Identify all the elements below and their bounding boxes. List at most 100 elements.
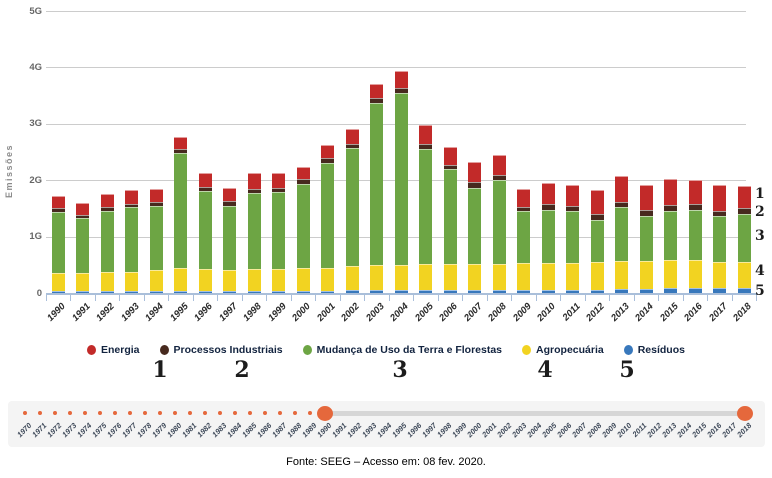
bar-segment-2000[interactable]: [296, 268, 310, 291]
timeline-dot-1971[interactable]: [38, 411, 42, 415]
timeline-dot-1982[interactable]: [203, 411, 207, 415]
bar-2009[interactable]: [517, 189, 530, 293]
bar-1995[interactable]: [174, 136, 187, 293]
slider-handle-start[interactable]: [317, 405, 333, 421]
timeline-dot-1983[interactable]: [218, 411, 222, 415]
bar-2010[interactable]: [541, 183, 555, 293]
bar-segment-2018[interactable]: [737, 208, 751, 214]
timeline-dot-1977[interactable]: [128, 411, 132, 415]
bar-2011[interactable]: [566, 184, 579, 293]
bar-segment-2001[interactable]: [321, 158, 334, 163]
bar-segment-2003[interactable]: [370, 83, 383, 99]
bar-2008[interactable]: [492, 154, 506, 293]
bar-segment-2011[interactable]: [566, 184, 579, 206]
bar-2007[interactable]: [468, 162, 481, 293]
bar-segment-1995[interactable]: [174, 268, 187, 291]
bar-segment-2011[interactable]: [566, 211, 579, 263]
timeline-dot-1980[interactable]: [173, 411, 177, 415]
bar-segment-2017[interactable]: [713, 216, 726, 262]
bar-segment-2014[interactable]: [639, 289, 653, 293]
timeline-dot-1984[interactable]: [233, 411, 237, 415]
bar-segment-2000[interactable]: [296, 166, 310, 180]
timeline-dot-1978[interactable]: [143, 411, 147, 415]
bar-segment-1995[interactable]: [174, 290, 187, 293]
bar-segment-1995[interactable]: [174, 149, 187, 154]
timeline-dot-1970[interactable]: [23, 411, 27, 415]
slider-track[interactable]: [325, 410, 745, 416]
bar-segment-2018[interactable]: [737, 185, 751, 209]
bar-1999[interactable]: [272, 172, 285, 293]
bar-segment-2016[interactable]: [688, 179, 702, 205]
bar-segment-2009[interactable]: [517, 211, 530, 264]
bar-segment-2009[interactable]: [517, 289, 530, 293]
bar-segment-1991[interactable]: [76, 272, 89, 292]
bar-segment-2001[interactable]: [321, 144, 334, 159]
bar-segment-2014[interactable]: [639, 260, 653, 289]
bar-segment-2012[interactable]: [590, 219, 604, 262]
timeline-dot-1975[interactable]: [98, 411, 102, 415]
bar-segment-2006[interactable]: [443, 164, 457, 170]
timeline-dot-1974[interactable]: [83, 411, 87, 415]
bar-segment-2018[interactable]: [737, 214, 751, 262]
bar-2000[interactable]: [296, 166, 310, 293]
bar-segment-2007[interactable]: [468, 264, 481, 291]
bar-segment-1998[interactable]: [247, 188, 261, 194]
bar-segment-2003[interactable]: [370, 102, 383, 266]
bar-segment-2007[interactable]: [468, 182, 481, 188]
timeline-dot-1981[interactable]: [188, 411, 192, 415]
bar-segment-1996[interactable]: [198, 290, 212, 293]
bar-segment-2016[interactable]: [688, 209, 702, 261]
bar-segment-2006[interactable]: [443, 264, 457, 291]
bar-segment-1998[interactable]: [247, 269, 261, 291]
bar-segment-1993[interactable]: [125, 190, 138, 204]
bar-segment-1990[interactable]: [51, 195, 65, 209]
bar-segment-2013[interactable]: [615, 289, 628, 293]
bar-segment-1999[interactable]: [272, 290, 285, 293]
bar-segment-2008[interactable]: [492, 174, 506, 180]
bar-segment-2010[interactable]: [541, 203, 555, 210]
bar-segment-2015[interactable]: [664, 205, 677, 211]
bar-segment-2010[interactable]: [541, 209, 555, 263]
timeline-dot-1972[interactable]: [53, 411, 57, 415]
bar-1993[interactable]: [125, 190, 138, 293]
bar-segment-1999[interactable]: [272, 192, 285, 270]
bar-segment-2001[interactable]: [321, 267, 334, 291]
bar-segment-1998[interactable]: [247, 193, 261, 270]
slider-handle-end[interactable]: [737, 405, 753, 421]
bar-segment-1991[interactable]: [76, 214, 89, 218]
bar-segment-2012[interactable]: [590, 214, 604, 220]
bar-1997[interactable]: [223, 187, 236, 293]
bar-segment-2017[interactable]: [713, 261, 726, 288]
bar-segment-2018[interactable]: [737, 261, 751, 288]
bar-segment-2000[interactable]: [296, 290, 310, 293]
bar-2015[interactable]: [664, 179, 677, 293]
bar-segment-2003[interactable]: [370, 290, 383, 293]
bar-segment-2002[interactable]: [345, 265, 359, 291]
bar-segment-1990[interactable]: [51, 272, 65, 292]
bar-segment-2017[interactable]: [713, 210, 726, 217]
bar-segment-2005[interactable]: [419, 124, 432, 145]
bar-segment-1990[interactable]: [51, 211, 65, 273]
bar-segment-2002[interactable]: [345, 143, 359, 149]
bar-segment-2013[interactable]: [615, 201, 628, 208]
bar-segment-2008[interactable]: [492, 290, 506, 293]
bar-segment-2011[interactable]: [566, 205, 579, 212]
legend-item-2[interactable]: Processos Industriais: [159, 344, 283, 356]
bar-segment-2015[interactable]: [664, 260, 677, 289]
bar-segment-2002[interactable]: [345, 290, 359, 293]
bar-2005[interactable]: [419, 124, 432, 293]
year-range-slider[interactable]: 1970 1971 1972 1973 1974 1975 1976 1977 1978 1979…: [8, 401, 765, 447]
bar-segment-1996[interactable]: [198, 172, 212, 187]
timeline-dot-1973[interactable]: [68, 411, 72, 415]
bar-segment-2002[interactable]: [345, 148, 359, 266]
bar-segment-2017[interactable]: [713, 287, 726, 293]
bar-segment-2006[interactable]: [443, 290, 457, 293]
bar-segment-1998[interactable]: [247, 173, 261, 189]
bar-segment-1992[interactable]: [100, 194, 114, 208]
bar-segment-2017[interactable]: [713, 185, 726, 211]
bar-segment-2007[interactable]: [468, 290, 481, 293]
bar-segment-1991[interactable]: [76, 291, 89, 293]
bar-segment-2010[interactable]: [541, 262, 555, 290]
bar-segment-2001[interactable]: [321, 290, 334, 293]
bar-1991[interactable]: [76, 202, 89, 293]
